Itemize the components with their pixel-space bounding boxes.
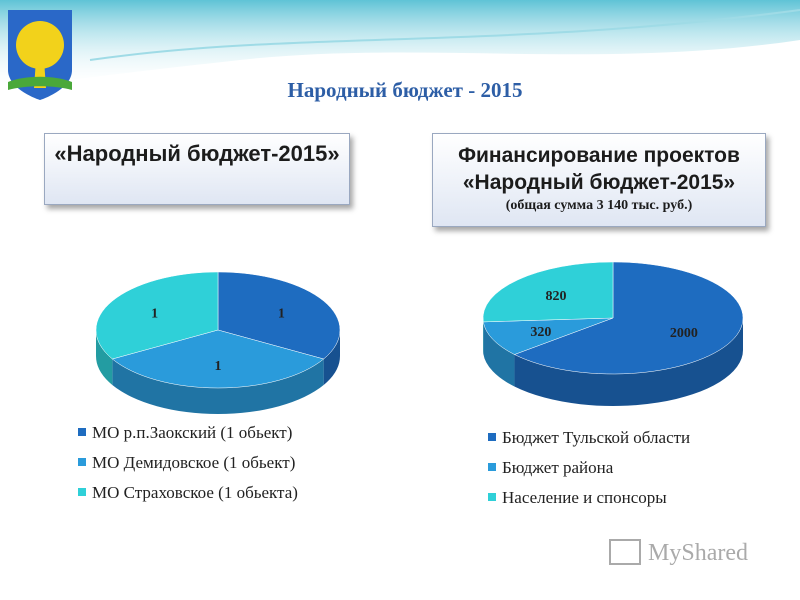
legend-label: МО Страховское (1 обьекта) (92, 483, 298, 502)
legend-marker (488, 493, 496, 501)
pie-slice (111, 329, 325, 389)
chart-subtitle: (общая сумма 3 140 тыс. руб.) (505, 198, 693, 213)
legend-marker (488, 463, 496, 471)
chart-title: Финансирование проектов «Народный бюджет… (458, 144, 740, 194)
data-label: 1 (278, 307, 285, 322)
data-label: 2000 (670, 326, 698, 341)
chart-title: «Народный бюджет-2015» (54, 141, 340, 166)
watermark: MyShared (609, 539, 748, 566)
legend-marker (488, 433, 496, 441)
legend-label: МО Демидовское (1 обьект) (92, 453, 295, 472)
slide-title: Народный бюджет - 2015 (288, 78, 523, 102)
data-label: 820 (545, 289, 566, 304)
data-label: 1 (215, 359, 222, 374)
wave-line (89, 9, 800, 61)
watermark-text: MyShared (648, 540, 748, 566)
pie-slice (482, 261, 614, 323)
pie-slice (513, 261, 744, 375)
pie-side (514, 318, 743, 406)
legend-marker (78, 488, 86, 496)
pie-slice (95, 271, 219, 360)
header-wave (0, 0, 800, 90)
legend-label: Население и спонсоры (502, 488, 667, 507)
legend-label: Бюджет Тульской области (502, 428, 690, 447)
pie-side (96, 330, 113, 385)
title-box: Финансирование проектов «Народный бюджет… (432, 133, 766, 227)
legend-marker (78, 428, 86, 436)
logo (8, 10, 72, 100)
pie-slice (483, 317, 614, 355)
data-label: 1 (151, 307, 158, 322)
pie-side (323, 330, 340, 385)
pie-side (483, 321, 515, 387)
pie-slice (217, 271, 341, 360)
legend-label: МО р.п.Заокский (1 обьект) (92, 423, 292, 442)
pie-side (112, 359, 324, 414)
legend-marker (78, 458, 86, 466)
legend-label: Бюджет района (502, 458, 614, 477)
title-box: «Народный бюджет-2015» (44, 133, 350, 205)
data-label: 320 (530, 325, 551, 340)
